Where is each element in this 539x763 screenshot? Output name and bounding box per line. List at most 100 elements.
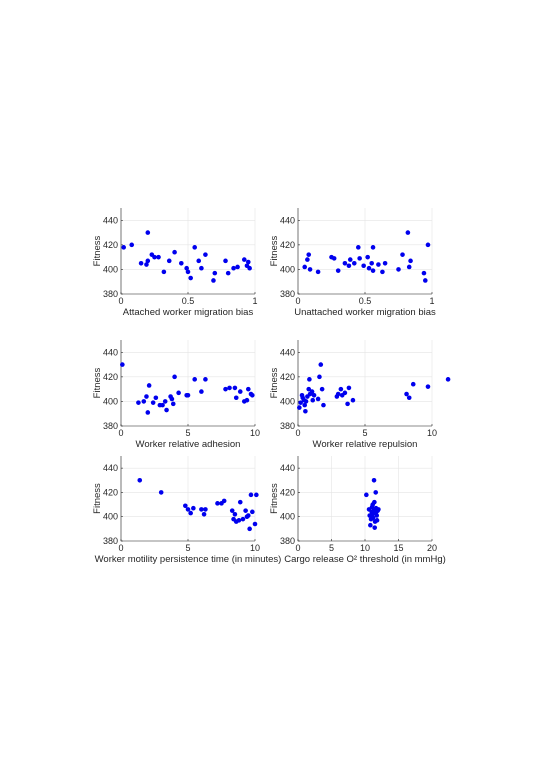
data-point	[400, 252, 405, 257]
data-point	[410, 381, 416, 387]
data-point	[366, 265, 372, 271]
data-point	[161, 269, 167, 275]
y-tick-label: 380	[103, 289, 118, 299]
data-point	[319, 386, 325, 392]
data-point	[365, 254, 370, 260]
data-point	[121, 245, 126, 250]
data-point	[345, 401, 350, 407]
data-point	[246, 259, 251, 265]
data-point	[227, 385, 232, 391]
y-tick-label: 380	[103, 536, 118, 546]
data-point	[232, 511, 238, 517]
x-tick-label: 1	[429, 296, 434, 306]
data-point	[199, 507, 204, 512]
y-tick-label: 440	[103, 347, 118, 357]
scatter-panel-5: 0 5 10 380 400 420 440 Worker motility persiste…	[92, 456, 281, 565]
data-point	[172, 374, 177, 380]
data-point	[141, 399, 147, 404]
data-point	[370, 268, 376, 273]
data-point	[164, 407, 169, 413]
data-point	[346, 263, 352, 269]
data-point	[252, 521, 258, 527]
y-tick-label: 420	[103, 372, 118, 382]
y-tick-label: 420	[103, 240, 118, 250]
data-point	[145, 410, 151, 415]
data-point	[223, 386, 228, 392]
data-point	[297, 405, 302, 410]
data-point	[183, 503, 188, 509]
data-point	[250, 392, 255, 398]
data-point	[247, 265, 252, 271]
y-tick-label: 400	[280, 512, 295, 522]
data-point	[223, 258, 228, 264]
data-point	[321, 402, 326, 408]
y-tick-label: 400	[103, 264, 118, 274]
scatter-panel-4: 0 5 10 380 400 420 440 Worker relative repulsio…	[269, 340, 451, 450]
data-point	[423, 278, 428, 283]
data-point	[250, 509, 255, 515]
y-tick-label: 400	[103, 396, 118, 406]
data-point	[302, 402, 308, 408]
data-point	[146, 383, 152, 388]
y-axis-label: Fitness	[269, 235, 280, 266]
data-point	[179, 260, 184, 266]
x-tick-label: 10	[250, 428, 260, 438]
data-point	[185, 392, 191, 398]
scatter-panel-1: 0 0.5 1 380 400 420 440 Attached worker migrati…	[92, 208, 258, 318]
data-point	[247, 526, 252, 532]
data-point	[382, 260, 388, 266]
data-point	[160, 402, 165, 408]
y-tick-label: 440	[280, 347, 295, 357]
y-axis-label: Fitness	[92, 235, 103, 266]
data-point	[176, 390, 181, 396]
data-point	[374, 518, 380, 523]
data-point	[342, 390, 348, 396]
data-point	[364, 492, 369, 498]
data-point	[317, 374, 322, 380]
data-point	[306, 386, 312, 392]
data-point	[212, 270, 218, 276]
x-tick-label: 10	[427, 428, 437, 438]
data-point	[221, 498, 227, 504]
x-tick-label: 1	[252, 296, 257, 306]
data-point	[370, 245, 376, 250]
x-tick-label: 0	[295, 428, 300, 438]
data-point	[192, 245, 197, 250]
data-point	[376, 262, 381, 267]
x-tick-label: 10	[360, 543, 370, 553]
data-point	[376, 507, 381, 512]
data-point	[347, 257, 353, 262]
data-point	[231, 265, 236, 271]
data-point	[129, 242, 135, 248]
data-point	[120, 362, 125, 367]
data-point	[369, 260, 375, 266]
x-axis-label: Worker relative adhesion	[136, 439, 241, 450]
x-tick-label: 10	[250, 543, 260, 553]
data-point	[342, 260, 348, 266]
data-point	[169, 396, 175, 402]
x-tick-label: 20	[427, 543, 437, 553]
data-point	[310, 397, 316, 403]
data-point	[150, 400, 156, 405]
data-point	[243, 508, 248, 513]
y-tick-label: 380	[280, 289, 295, 299]
data-point	[138, 260, 144, 266]
data-point	[246, 386, 251, 392]
x-tick-label: 5	[362, 428, 367, 438]
data-point	[199, 389, 204, 394]
data-point	[380, 269, 385, 275]
y-tick-label: 380	[103, 421, 118, 431]
data-point	[305, 257, 310, 262]
data-point	[237, 389, 243, 394]
data-point	[170, 401, 176, 407]
data-point	[137, 477, 143, 483]
data-point	[425, 384, 431, 389]
data-point	[248, 492, 254, 498]
scatter-panel-6: 0 5 10 15 20 380 400 420 440 Cargo release O² thr…	[269, 456, 446, 565]
data-point	[346, 385, 352, 391]
data-point	[302, 264, 308, 270]
data-point	[396, 267, 401, 272]
y-axis-label: Fitness	[269, 483, 280, 514]
x-tick-label: 0	[295, 543, 300, 553]
